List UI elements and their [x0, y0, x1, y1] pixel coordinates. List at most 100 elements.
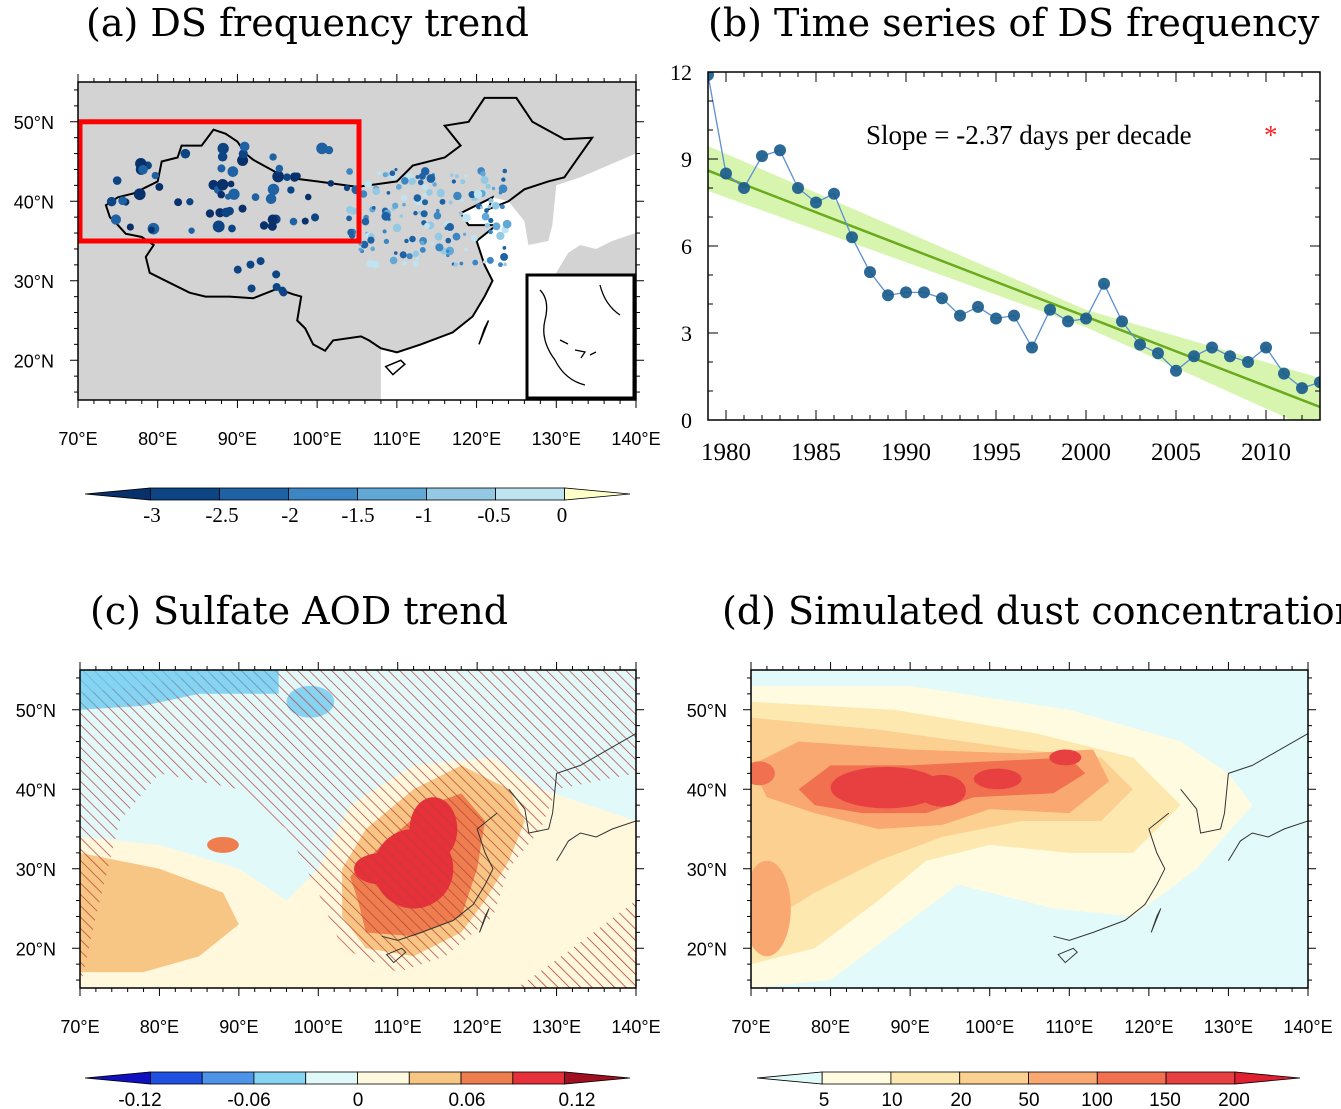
colorbar-label: -2.5 [205, 503, 238, 527]
station-dot [417, 179, 424, 186]
station-dot [259, 221, 269, 230]
station-dot [381, 211, 391, 221]
station-dot [400, 194, 408, 201]
station-dot [389, 256, 398, 265]
colorbar-max-triangle [1234, 1071, 1301, 1085]
station-dot [500, 252, 509, 261]
station-dot [289, 217, 298, 226]
data-point [1026, 341, 1038, 354]
station-dot [364, 180, 372, 189]
station-dot [361, 217, 370, 226]
coastline [381, 812, 498, 941]
lon-tick-label: 130°E [532, 429, 581, 449]
coastline [1057, 947, 1078, 964]
x-tick-label: 1980 [701, 439, 751, 466]
lon-tick-label: 100°E [965, 1017, 1014, 1037]
data-point [918, 286, 930, 299]
station-dot [412, 250, 420, 258]
map-content [80, 670, 636, 988]
data-point [1188, 350, 1200, 363]
station-dot [488, 198, 494, 204]
station-dot [424, 222, 430, 229]
data-point [1170, 364, 1182, 377]
contour-region [207, 836, 239, 853]
station-dot [188, 227, 195, 234]
station-dot [453, 262, 458, 267]
colorbar-swatch [1096, 1071, 1167, 1085]
lon-tick-label: 90°E [891, 1017, 930, 1037]
colorbar-swatch [357, 1071, 410, 1085]
station-dot [155, 182, 164, 191]
data-point [954, 309, 966, 322]
colorbar-swatch [890, 1071, 961, 1085]
lat-tick-label: 30°N [16, 860, 56, 880]
station-dot [420, 210, 428, 218]
station-dot [247, 284, 256, 293]
station-dot [217, 152, 228, 162]
lat-tick-label: 40°N [14, 192, 54, 212]
map-frame [79, 669, 637, 989]
station-dot [502, 246, 507, 250]
station-dot [238, 149, 248, 159]
station-dot [389, 170, 396, 177]
station-dot [459, 211, 464, 216]
contour-region [751, 860, 791, 957]
station-dot [228, 188, 240, 200]
station-dot [399, 214, 404, 218]
lon-tick-label: 120°E [1124, 1017, 1173, 1037]
station-dot [272, 170, 285, 183]
colorbar-swatch [1165, 1071, 1236, 1085]
station-dot [371, 205, 376, 210]
station-dot [487, 204, 492, 209]
contour-region [973, 768, 1022, 790]
colorbar-label: 0.12 [559, 1090, 596, 1109]
station-dot [419, 246, 426, 253]
japan-land [556, 193, 636, 281]
station-dot [488, 229, 493, 235]
lon-tick-label: 100°E [294, 1017, 343, 1037]
panel-c-map: 70°E 80°E 90°E 100°E 110°E 120°E 130°E 140°E 50°… [16, 662, 661, 1037]
data-point [1242, 356, 1254, 368]
station-dot [256, 257, 265, 266]
panel-a-title: (a) DS frequency trend [86, 1, 529, 45]
station-dot [468, 191, 476, 199]
coastline [1227, 781, 1308, 862]
station-dot [186, 198, 194, 206]
station-dot [358, 247, 363, 252]
colorbar-swatch [305, 1071, 358, 1085]
station-dot [217, 164, 226, 173]
colorbar-label: 20 [950, 1090, 971, 1109]
data-point [1062, 315, 1074, 328]
data-point [846, 231, 858, 244]
colorbar-swatch [149, 1071, 203, 1085]
lon-tick-label: 120°E [452, 429, 501, 449]
colorbar-label: 150 [1149, 1090, 1181, 1109]
station-dot [174, 198, 183, 207]
station-dot [359, 190, 368, 198]
data-point [1008, 309, 1020, 322]
station-dot [269, 153, 277, 161]
station-dot [382, 229, 387, 234]
station-dot [499, 204, 505, 210]
station-dot [435, 208, 440, 213]
station-dot [501, 177, 506, 182]
lon-tick-label: 80°E [138, 429, 177, 449]
station-dot [460, 198, 464, 203]
significance-asterisk: * [1264, 120, 1278, 150]
panel-c-title: (c) Sulfate AOD trend [90, 589, 508, 633]
station-dot [246, 260, 255, 269]
station-dot [453, 191, 462, 201]
station-dot [316, 142, 328, 155]
station-dot [367, 236, 375, 244]
station-dot [289, 172, 300, 182]
map-frame [750, 669, 1309, 989]
data-point [1224, 350, 1236, 363]
lon-tick-label: 110°E [1045, 1017, 1093, 1037]
station-dot [491, 186, 496, 191]
lat-tick-label: 20°N [16, 939, 56, 959]
colorbars: -3 -2.5 -2 -1.5 -1 -0.5 0 -0.12 -0.06 0 0.06 0.12 5 1… [84, 487, 1301, 1109]
station-dot [421, 199, 429, 206]
station-dot [346, 215, 352, 222]
station-dot [346, 168, 353, 175]
